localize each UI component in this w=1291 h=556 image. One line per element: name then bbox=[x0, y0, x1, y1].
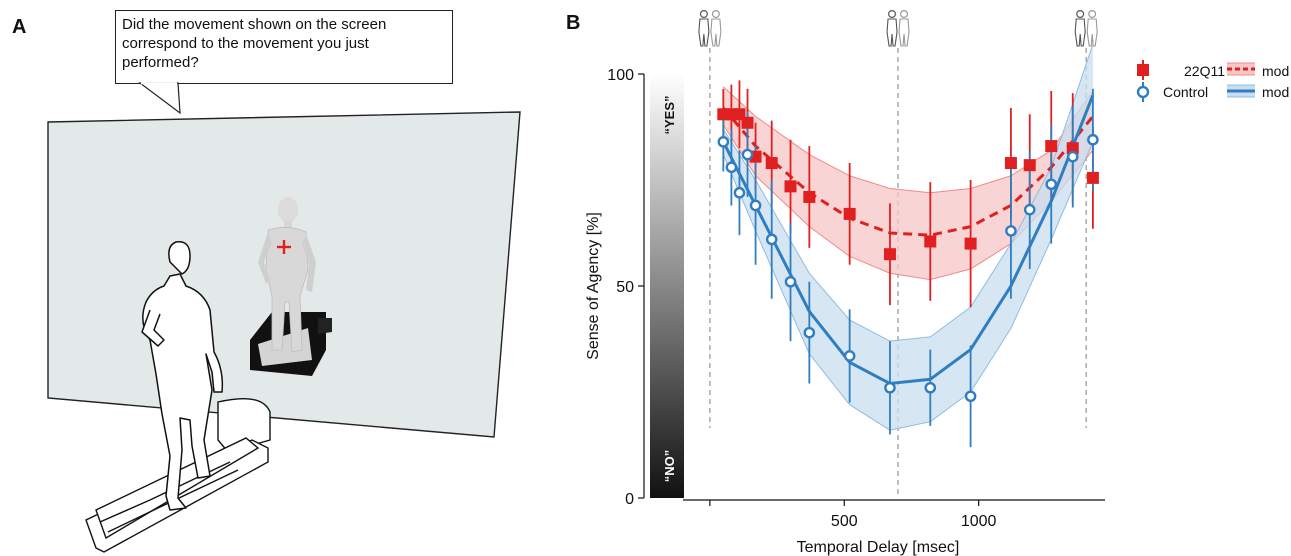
marker-control-3 bbox=[741, 148, 754, 161]
legend-22q11-model-swatch bbox=[1227, 62, 1255, 76]
reference-figure-icon-700 bbox=[886, 10, 910, 47]
marker-control-2 bbox=[733, 186, 746, 199]
model-fit-lines bbox=[721, 94, 1095, 386]
panel-b-label: B bbox=[566, 12, 581, 34]
model-confidence-bands bbox=[722, 44, 1094, 431]
legend-22q11-marker bbox=[1137, 60, 1149, 80]
model-band-control bbox=[723, 44, 1093, 431]
marker-22q11-7 bbox=[803, 190, 816, 203]
marker-control-12 bbox=[1005, 225, 1017, 237]
y-tick-label-0: 0 bbox=[625, 491, 634, 508]
marker-control-4 bbox=[749, 199, 762, 212]
model-band-22q11 bbox=[723, 86, 1093, 280]
marker-22q11-5 bbox=[765, 157, 778, 170]
legend-control-label: Control bbox=[1163, 84, 1208, 100]
marker-22q11-15 bbox=[1066, 142, 1079, 155]
avatar-cross-icon bbox=[277, 240, 291, 254]
marker-control-13 bbox=[1023, 203, 1036, 216]
question-text: Did the movement shown on the screen cor… bbox=[122, 16, 387, 71]
legend-control-marker bbox=[1136, 82, 1150, 102]
panel-a-illustration bbox=[47, 82, 521, 553]
y-tick-label-100: 100 bbox=[607, 67, 634, 84]
x-tick-label-500: 500 bbox=[831, 513, 858, 530]
marker-22q11-11 bbox=[964, 237, 977, 250]
marker-22q11-14 bbox=[1045, 140, 1058, 153]
marker-control-8 bbox=[843, 350, 856, 362]
reference-figure-icon-0 bbox=[698, 10, 722, 47]
speech-bubble: Did the movement shown on the screen cor… bbox=[115, 10, 453, 84]
reference-figure-icon-1400 bbox=[1074, 10, 1098, 47]
scale-yes-label: “YES” bbox=[662, 95, 677, 134]
legend-22q11-model-label: model bbox=[1262, 63, 1290, 79]
y-axis-label: Sense of Agency [%] bbox=[585, 212, 602, 360]
x-axis-label: Temporal Delay [msec] bbox=[797, 539, 960, 556]
marker-control-1 bbox=[725, 161, 738, 174]
scale-no-label: “NO” bbox=[662, 450, 677, 483]
marker-control-7 bbox=[803, 326, 816, 339]
participant-figure bbox=[141, 241, 224, 511]
marker-control-15 bbox=[1066, 150, 1079, 163]
marker-22q11-12 bbox=[1004, 157, 1017, 170]
agency-scale-bar bbox=[650, 74, 684, 498]
marker-22q11-8 bbox=[843, 207, 856, 220]
marker-22q11-16 bbox=[1086, 171, 1099, 184]
legend-22q11-label: 22Q11 bbox=[1184, 63, 1225, 79]
marker-control-9 bbox=[884, 381, 896, 394]
marker-22q11-10 bbox=[924, 235, 937, 248]
data-markers bbox=[717, 108, 1099, 403]
y-tick-label-50: 50 bbox=[616, 279, 634, 296]
marker-control-5 bbox=[765, 233, 778, 246]
axes: 0 50 100 500 1000 bbox=[607, 67, 1105, 530]
model-band-lower-control bbox=[722, 141, 1094, 431]
model-line-control bbox=[721, 94, 1095, 386]
x-tick-label-1000: 1000 bbox=[961, 513, 997, 530]
marker-22q11-6 bbox=[784, 180, 797, 193]
legend-control-model-label: model bbox=[1262, 84, 1290, 100]
speech-bubble-tail bbox=[138, 82, 181, 115]
marker-control-14 bbox=[1045, 178, 1058, 191]
marker-control-10 bbox=[924, 381, 937, 394]
marker-control-11 bbox=[964, 390, 977, 403]
chart-legend: 22Q11 model Control model bbox=[1136, 60, 1290, 102]
sense-of-agency-chart: “YES” “NO” 0 50 100 500 1000 Temporal Delay … bbox=[585, 10, 1290, 556]
legend-control-model-swatch bbox=[1227, 84, 1255, 98]
marker-control-6 bbox=[784, 275, 797, 288]
marker-control-0 bbox=[717, 136, 730, 148]
reference-figure-icons bbox=[698, 10, 1098, 47]
marker-22q11-3 bbox=[741, 116, 754, 129]
marker-control-16 bbox=[1087, 133, 1099, 146]
marker-22q11-13 bbox=[1023, 159, 1036, 172]
avatar-figure bbox=[258, 197, 316, 353]
model-line-22q11 bbox=[722, 106, 1095, 237]
panel-a-label: A bbox=[12, 16, 27, 38]
marker-22q11-9 bbox=[883, 248, 896, 261]
